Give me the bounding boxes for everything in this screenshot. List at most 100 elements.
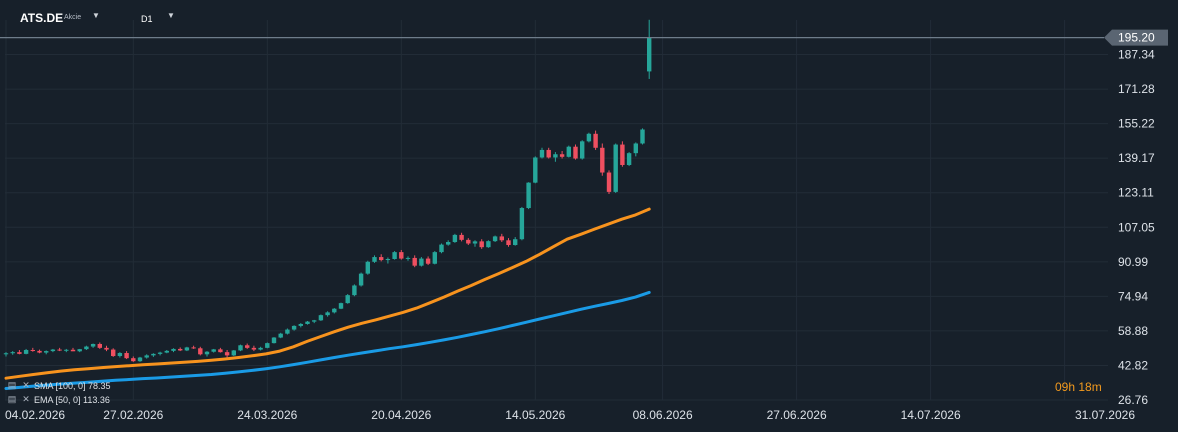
candle-up xyxy=(405,257,411,259)
candle-up xyxy=(231,350,236,356)
candle-up xyxy=(358,273,364,286)
asset-type-label: Akcie xyxy=(64,14,82,21)
date-axis[interactable]: 04.02.2026 27.02.2026 24.03.2026 20.04.2026… xyxy=(5,408,1135,422)
candle-up xyxy=(613,144,618,192)
candle-down xyxy=(499,236,504,241)
candle-down xyxy=(412,257,417,266)
candle-up xyxy=(325,312,330,316)
candle-down xyxy=(593,133,598,148)
candle-up xyxy=(204,351,210,355)
candle-down xyxy=(466,239,471,244)
date-tick-label: 20.04.2026 xyxy=(371,408,431,422)
candle-down xyxy=(546,149,551,158)
price-tick-label: 26.76 xyxy=(1118,393,1148,407)
timeframe-dropdown-icon[interactable]: ▼ xyxy=(167,11,175,20)
date-tick-label: 27.06.2026 xyxy=(767,408,827,422)
candle-up xyxy=(211,349,216,352)
date-tick-label: 14.05.2026 xyxy=(505,408,565,422)
price-tick-label: 42.82 xyxy=(1118,358,1148,372)
candle-up xyxy=(271,337,277,344)
candle-down xyxy=(606,172,612,192)
candle-up xyxy=(50,349,56,352)
candle-up xyxy=(566,146,571,157)
candle-countdown: 09h 18m xyxy=(1055,380,1102,394)
candle-up xyxy=(452,234,458,243)
candle-down xyxy=(191,347,196,349)
price-tick-label: 90.99 xyxy=(1118,255,1148,269)
price-tick-label: 155.22 xyxy=(1118,117,1155,131)
date-tick-label: 27.02.2026 xyxy=(103,408,163,422)
date-tick-label: 24.03.2026 xyxy=(237,408,297,422)
candle-down xyxy=(198,348,203,355)
candle-down xyxy=(178,348,183,351)
candle-up xyxy=(432,252,437,264)
candle-up xyxy=(312,320,317,322)
candle-up xyxy=(513,239,518,246)
candle-down xyxy=(37,350,42,353)
candle-up xyxy=(84,346,89,350)
candle-down xyxy=(124,353,129,359)
candle-up xyxy=(157,352,163,354)
candle-up xyxy=(238,345,243,351)
moving-average-lines xyxy=(4,207,651,390)
candle-down xyxy=(111,349,116,357)
date-tick-label: 08.06.2026 xyxy=(633,408,693,422)
candle-down xyxy=(104,347,109,350)
last-price-line: 195.20 xyxy=(0,29,1168,46)
close-icon[interactable]: ✕ xyxy=(22,380,30,390)
candle-up xyxy=(338,303,344,309)
candle-down xyxy=(97,343,102,348)
candle-up xyxy=(352,285,357,296)
candle-down xyxy=(573,146,578,159)
grid-lines xyxy=(5,20,1108,401)
candle-down xyxy=(70,349,76,352)
price-tick-label: 74.94 xyxy=(1118,289,1148,303)
candle-up xyxy=(90,343,96,347)
symbol-dropdown-icon[interactable]: ▼ xyxy=(92,11,100,20)
candle-up xyxy=(580,141,585,159)
candle-up xyxy=(10,352,15,354)
candle-down xyxy=(459,234,464,240)
symbol-name[interactable]: ATS.DE xyxy=(20,11,64,25)
sma-line xyxy=(4,207,651,380)
candle-up xyxy=(291,325,297,330)
close-icon[interactable]: ✕ xyxy=(22,394,30,404)
candle-down xyxy=(425,258,431,264)
candle-down xyxy=(506,240,511,246)
ema-line xyxy=(4,290,651,390)
date-tick-label: 14.07.2026 xyxy=(901,408,961,422)
candle-up xyxy=(626,153,632,165)
candle-down xyxy=(479,241,484,248)
legend-item-sma: ▤ ✕ SMA [100, 0] 78.35 xyxy=(6,380,111,391)
candle-up xyxy=(472,241,478,244)
eye-toggle-icon[interactable]: ▤ xyxy=(7,380,17,390)
candle-up xyxy=(365,261,370,274)
candles xyxy=(3,19,652,362)
price-tick-label: 107.05 xyxy=(1118,220,1155,234)
candle-down xyxy=(379,257,384,261)
candle-up xyxy=(372,257,377,262)
candle-up xyxy=(392,252,397,260)
candle-up xyxy=(419,258,424,266)
candle-down xyxy=(57,349,62,351)
candle-up xyxy=(318,315,324,321)
candle-up xyxy=(640,129,645,144)
eye-toggle-icon[interactable]: ▤ xyxy=(7,394,17,404)
price-axis[interactable]: 26.76 42.82 58.88 74.94 90.99 107.05 123.11 139… xyxy=(1118,48,1155,407)
candle-up xyxy=(137,357,143,362)
candle-up xyxy=(171,348,176,351)
candle-up xyxy=(298,323,303,326)
candle-up xyxy=(77,349,82,352)
legend-label-ema: EMA [50, 0] 113.36 xyxy=(34,394,110,405)
candle-up xyxy=(553,154,558,158)
candle-up xyxy=(586,133,592,142)
timeframe-selector[interactable]: D1 xyxy=(141,14,153,24)
candle-up xyxy=(305,321,310,324)
price-tick-label: 139.17 xyxy=(1118,151,1155,165)
candle-down xyxy=(559,154,565,157)
candle-up xyxy=(44,351,49,353)
candle-up xyxy=(539,149,545,158)
candle-up xyxy=(633,143,638,154)
candle-up xyxy=(486,241,491,248)
